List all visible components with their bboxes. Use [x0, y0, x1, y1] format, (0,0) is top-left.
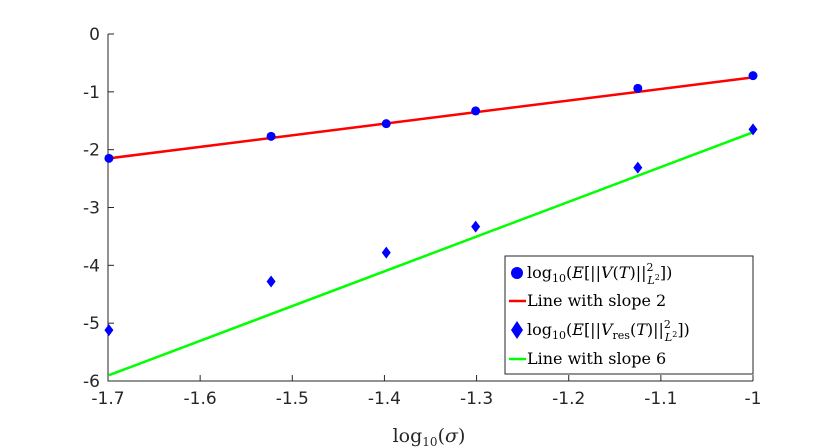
- data-point-circle: [381, 119, 391, 129]
- legend-marker-circle: [511, 267, 523, 279]
- legend-box: [504, 255, 754, 375]
- data-point-circle: [104, 153, 114, 163]
- x-tick-label: -1.4: [368, 389, 401, 409]
- y-tick-label: 0: [89, 25, 100, 45]
- x-tick-label: -1.2: [552, 389, 585, 409]
- x-axis-label: log10(σ): [393, 425, 466, 448]
- data-point-circle: [471, 106, 481, 116]
- data-point-diamond: [633, 161, 643, 174]
- series-markers: [104, 71, 758, 337]
- y-tick-label: -2: [83, 141, 100, 161]
- data-point-diamond: [748, 123, 758, 136]
- x-tick-label: -1.1: [644, 389, 677, 409]
- y-tick-label: -3: [83, 199, 100, 219]
- data-point-circle: [633, 83, 643, 93]
- legend-label-series-4: Line with slope 6: [527, 349, 666, 368]
- x-tick-label: -1: [745, 389, 762, 409]
- data-point-diamond: [266, 275, 276, 288]
- series-lines: [108, 76, 754, 377]
- data-point-circle: [266, 131, 276, 141]
- legend-label-series-2: Line with slope 2: [527, 291, 666, 310]
- series-line-4: [108, 131, 754, 377]
- legend-marker-diamond: [511, 321, 523, 339]
- x-tick-label: -1.7: [91, 389, 124, 409]
- x-tick-label: -1.3: [460, 389, 493, 409]
- legend-item-series-1: log10(E[||V(T)||2 L2]): [511, 261, 672, 287]
- legend: log10(E[||V(T)||2 L2]) Line with slope 2 …: [504, 255, 754, 375]
- legend-label-series-1: log10(E[||V(T)||2 L2]): [527, 261, 672, 287]
- y-tick-label: -4: [83, 256, 100, 276]
- x-tick-label: -1.6: [184, 389, 217, 409]
- series-line-2: [108, 76, 754, 160]
- y-tick-label: -1: [83, 83, 100, 103]
- data-point-diamond: [104, 324, 114, 337]
- data-point-diamond: [471, 220, 481, 233]
- data-point-diamond: [381, 246, 391, 259]
- legend-item-series-2: Line with slope 2: [509, 291, 666, 310]
- legend-item-series-4: Line with slope 6: [509, 349, 666, 368]
- x-tick-label: -1.5: [276, 389, 309, 409]
- y-tick-label: -6: [83, 372, 100, 392]
- data-point-circle: [748, 71, 758, 81]
- y-tick-label: -5: [83, 314, 100, 334]
- axes: -1.7 -1.6 -1.5 -1.4 -1.3 -1.2 -1.1 -1 0 -1 -2 -3 -4 -…: [83, 25, 761, 409]
